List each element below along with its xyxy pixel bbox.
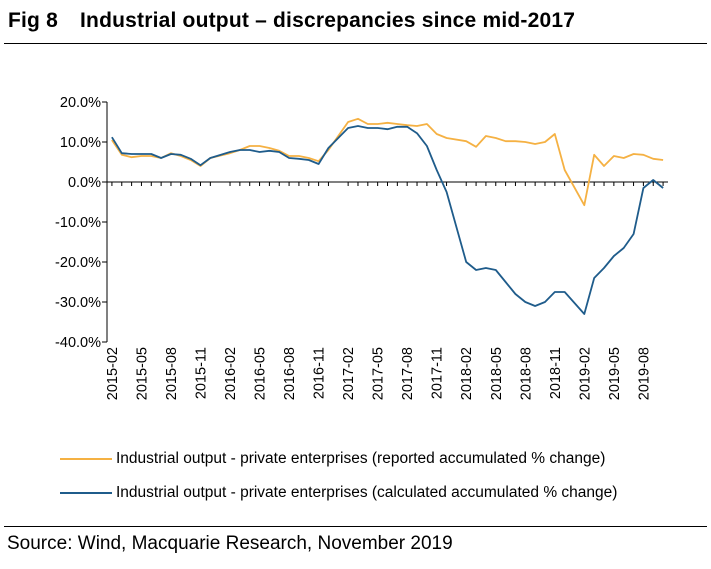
x-tick-label: 2016-05 [253,347,269,400]
x-tick-label: 2019-08 [636,347,652,400]
chart-series [111,117,664,315]
x-tick-label: 2015-02 [105,347,121,400]
legend-label-calculated: Industrial output - private enterprises … [116,484,618,501]
x-tick-label: 2018-11 [548,347,564,399]
x-tick-label: 2017-05 [371,347,387,400]
x-tick-label: 2016-02 [223,347,239,400]
x-tick-label: 2015-08 [164,347,180,400]
x-tick-label: 2019-05 [607,347,623,400]
x-tick-label: 2018-05 [489,347,505,400]
x-tick-label: 2015-05 [134,347,150,400]
chart-axes: 20.0%10.0%0.0%-10.0%-20.0%-30.0%-40.0%20… [55,95,668,400]
figure-title-text: Industrial output – discrepancies since … [80,9,576,32]
y-tick-label: 20.0% [60,95,101,111]
y-tick-label: 0.0% [68,175,101,191]
source-note: Source: Wind, Macquarie Research, Novemb… [7,533,453,554]
figure-number: Fig 8 [8,9,59,32]
x-tick-label: 2017-11 [430,347,446,399]
figure-title: Fig 8 Industrial output – discrepancies s… [8,9,575,33]
x-tick-label: 2017-02 [341,347,357,400]
y-tick-label: -10.0% [55,215,101,231]
y-tick-label: -40.0% [55,335,101,351]
y-tick-label: -30.0% [55,295,101,311]
x-tick-label: 2015-11 [194,347,210,399]
legend-label-reported: Industrial output - private enterprises … [116,450,606,467]
y-tick-label: -20.0% [55,255,101,271]
legend-swatch-calculated [60,491,112,494]
x-tick-label: 2016-08 [282,347,298,400]
legend-swatch-reported [60,457,112,460]
line-chart: 20.0%10.0%0.0%-10.0%-20.0%-30.0%-40.0%20… [55,95,668,400]
bottom-rule [4,526,707,527]
series-line-calculated [111,125,664,315]
x-tick-label: 2018-02 [459,347,475,400]
x-tick-label: 2017-08 [400,347,416,400]
x-tick-label: 2019-02 [577,347,593,400]
legend-item-calculated: Industrial output - private enterprises … [60,484,617,502]
legend-item-reported: Industrial output - private enterprises … [60,450,605,468]
x-tick-label: 2018-08 [518,347,534,400]
x-tick-label: 2016-11 [312,347,328,399]
y-tick-label: 10.0% [60,135,101,151]
top-rule [4,43,707,44]
